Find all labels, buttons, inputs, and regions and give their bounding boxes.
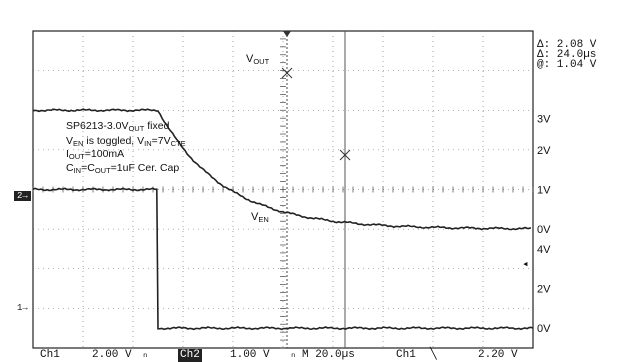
test-condition-line-1: SP6213-3.0VOUT fixed [66, 120, 170, 133]
cursor-readout: Δ: 2.08 V Δ: 24.0µs @: 1.04 V [537, 39, 597, 71]
y-tick-label: 2V [537, 284, 551, 296]
trigger-marker-top [283, 31, 291, 37]
status-timebase: M 20.0µs [302, 349, 355, 361]
status-ch2-scale: 1.00 V [230, 349, 270, 361]
status-trigger-level: 2.20 V [478, 349, 518, 361]
readout-at-v: @: 1.04 V [537, 59, 597, 71]
cursor-crosshair [339, 149, 351, 161]
ch2-ground-marker: 2→ [14, 191, 31, 201]
y-tick-label: 2V [537, 145, 551, 157]
y-tick-label: 1V [537, 185, 551, 197]
test-condition-line-3: IOUT=100mA [66, 148, 125, 161]
status-trigger-source: Ch1 [396, 349, 416, 361]
ven-trace-label: VEN [251, 211, 269, 224]
y-tick-label: 4V [537, 244, 551, 256]
status-bar: Ch1 2.00 V ₙ Ch2 1.00 V ₙ M 20.0µs Ch1 ╲… [30, 349, 535, 362]
y-tick-label: 0V [537, 224, 551, 236]
vout-trace [32, 108, 532, 231]
status-trigger-slope-icon: ╲ [430, 349, 437, 361]
ch1-ground-marker: 1→ [17, 303, 28, 313]
status-ch1-scale: 2.00 V [92, 349, 132, 361]
y-tick-label: 3V [537, 113, 551, 125]
y-tick-label: 0V [537, 323, 551, 335]
trigger-point-marker [281, 67, 293, 79]
test-condition-line-2: VEN is toggled, VIN=7VCTE [66, 135, 186, 148]
readout-delta-t: Δ: 24.0µs [537, 49, 597, 61]
vout-trace-label: VOUT [246, 53, 270, 66]
test-condition-line-4: CIN=COUT=1uF Cer. Cap [66, 162, 180, 175]
status-ch2-label: Ch2 [178, 349, 202, 362]
ven-trace [32, 187, 534, 331]
readout-delta-v: Δ: 2.08 V [537, 39, 597, 51]
trigger-level-arrow: ◂ [522, 259, 529, 271]
status-ch1-bw-icon: ₙ [142, 349, 149, 361]
status-ch2-bw-icon: ₙ [290, 349, 297, 361]
status-ch1-label: Ch1 [40, 349, 60, 361]
